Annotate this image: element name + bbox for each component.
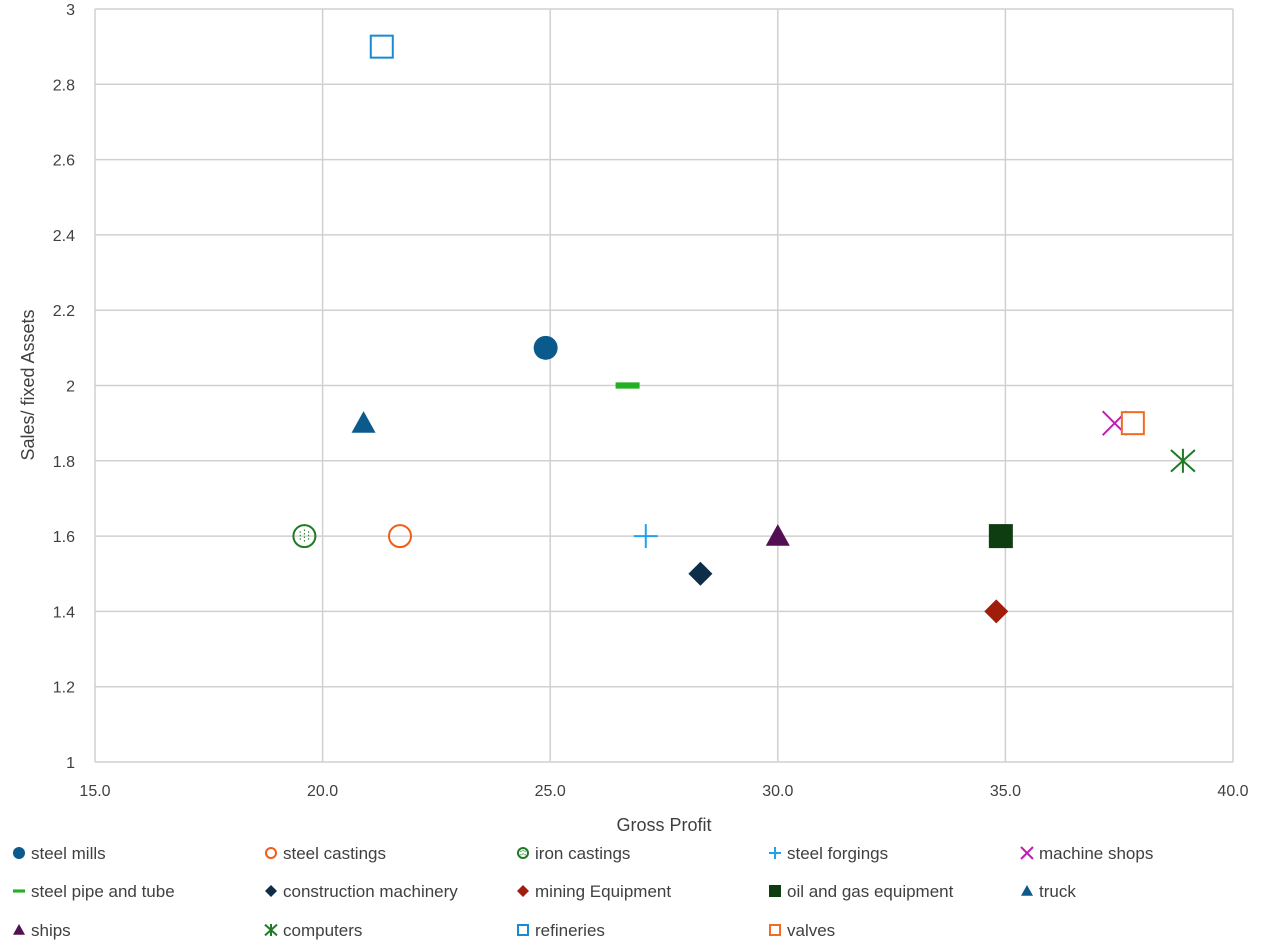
y-tick-label: 2 — [66, 379, 75, 396]
y-tick-label: 2.6 — [53, 153, 75, 170]
x-tick-label: 35.0 — [990, 783, 1021, 800]
legend: steel mills steel castings iron castings st… — [13, 844, 1153, 940]
y-tick-label: 3 — [66, 2, 75, 19]
legend-item-iron-castings: iron castings — [517, 844, 630, 863]
y-tick-label: 2.8 — [53, 77, 75, 94]
x-axis-title: Gross Profit — [616, 815, 711, 835]
point-construction-machinery — [688, 561, 713, 586]
legend-item-steel-mills: steel mills — [13, 844, 106, 863]
legend-label: construction machinery — [283, 882, 458, 901]
y-axis-title: Sales/ fixed Assets — [18, 309, 38, 460]
legend-item-computers: computers — [264, 921, 362, 940]
point-truck — [351, 411, 376, 433]
legend-marker — [1021, 885, 1033, 896]
legend-label: steel castings — [283, 844, 386, 863]
legend-label: valves — [787, 921, 835, 940]
legend-item-refineries: refineries — [517, 921, 605, 940]
x-axis-ticks: 15.0 20.0 25.0 30.0 35.0 40.0 — [79, 783, 1248, 800]
y-tick-label: 1.4 — [53, 604, 75, 621]
point-computers — [1170, 448, 1196, 473]
legend-marker — [265, 847, 277, 859]
legend-marker — [13, 889, 25, 893]
x-tick-label: 15.0 — [79, 783, 110, 800]
x-tick-label: 30.0 — [762, 783, 793, 800]
legend-marker — [517, 847, 529, 859]
gridlines — [94, 8, 1234, 763]
legend-marker — [1020, 846, 1034, 860]
point-iron-castings — [292, 524, 317, 549]
legend-label: steel pipe and tube — [31, 882, 175, 901]
legend-marker — [13, 847, 25, 859]
legend-marker — [517, 885, 529, 897]
legend-label: refineries — [535, 921, 605, 940]
y-tick-label: 1.6 — [53, 529, 75, 546]
data-points — [292, 34, 1196, 624]
legend-item-ships: ships — [13, 921, 71, 940]
point-ships — [765, 524, 790, 546]
legend-marker — [769, 885, 781, 897]
legend-label: mining Equipment — [535, 882, 671, 901]
y-tick-label: 2.4 — [53, 228, 75, 245]
x-tick-label: 40.0 — [1217, 783, 1248, 800]
legend-marker — [769, 847, 781, 859]
legend-label: machine shops — [1039, 844, 1153, 863]
legend-marker — [769, 924, 781, 936]
y-tick-label: 1 — [66, 755, 75, 772]
legend-label: ships — [31, 921, 71, 940]
legend-item-steel-forgings: steel forgings — [769, 844, 888, 863]
point-oil-and-gas-equipment — [988, 524, 1013, 549]
legend-item-steel-castings: steel castings — [265, 844, 386, 863]
legend-label: computers — [283, 921, 362, 940]
legend-item-valves: valves — [769, 921, 835, 940]
legend-marker — [265, 885, 277, 897]
legend-label: iron castings — [535, 844, 630, 863]
point-steel-mills — [533, 335, 558, 360]
legend-label: oil and gas equipment — [787, 882, 954, 901]
legend-item-construction-machinery: construction machinery — [265, 882, 458, 901]
point-valves — [1120, 411, 1145, 436]
x-tick-label: 20.0 — [307, 783, 338, 800]
legend-label: truck — [1039, 882, 1076, 901]
legend-label: steel forgings — [787, 844, 888, 863]
legend-item-machine-shops: machine shops — [1020, 844, 1153, 863]
legend-item-mining-equipment: mining Equipment — [517, 882, 671, 901]
y-tick-label: 1.8 — [53, 454, 75, 471]
point-steel-castings — [387, 524, 412, 549]
y-tick-label: 1.2 — [53, 680, 75, 697]
legend-item-truck: truck — [1021, 882, 1076, 901]
point-steel-pipe-and-tube — [615, 382, 640, 389]
point-refineries — [369, 34, 394, 59]
x-tick-label: 25.0 — [535, 783, 566, 800]
y-axis-ticks: 1 1.2 1.4 1.6 1.8 2 2.2 2.4 2.6 2.8 3 — [53, 2, 75, 772]
legend-item-steel-pipe-and-tube: steel pipe and tube — [13, 882, 175, 901]
legend-marker — [13, 924, 25, 935]
legend-item-oil-and-gas-equipment: oil and gas equipment — [769, 882, 954, 901]
y-tick-label: 2.2 — [53, 303, 75, 320]
point-steel-forgings — [633, 524, 658, 549]
legend-marker — [517, 924, 529, 936]
legend-marker — [264, 923, 278, 937]
legend-label: steel mills — [31, 844, 106, 863]
point-mining-equipment — [984, 599, 1009, 624]
